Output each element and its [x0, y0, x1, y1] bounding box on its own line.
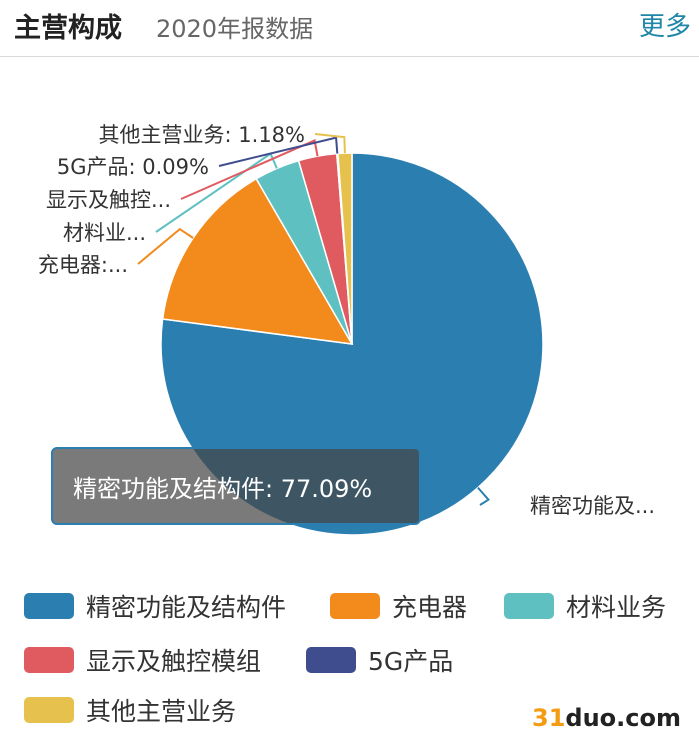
- leader-line-1: [137, 227, 194, 265]
- legend-item-5[interactable]: 其他主营业务: [24, 692, 236, 728]
- legend-label: 5G产品: [368, 647, 454, 676]
- legend-swatch: [330, 593, 380, 619]
- slice-label-1: 充电器:...: [38, 253, 128, 277]
- watermark-number: 31: [532, 704, 566, 732]
- slice-label-3: 显示及触控...: [46, 188, 171, 212]
- legend-swatch: [24, 593, 74, 619]
- legend-swatch: [24, 697, 74, 723]
- card-header: 主营构成 2020年报数据 更多: [0, 0, 699, 57]
- legend-swatch: [24, 647, 74, 673]
- pie-slice-5[interactable]: [337, 152, 353, 345]
- card-title: 主营构成: [14, 13, 122, 44]
- legend-swatch: [504, 593, 554, 619]
- more-link[interactable]: 更多: [638, 12, 691, 42]
- legend-label: 精密功能及结构件: [86, 593, 287, 622]
- legend-label: 材料业务: [566, 593, 667, 622]
- legend-label: 充电器: [392, 593, 468, 622]
- leader-line-0: [477, 486, 490, 506]
- legend-label: 显示及触控模组: [86, 647, 262, 676]
- legend-item-2[interactable]: 材料业务: [504, 588, 666, 624]
- slice-label-4: 5G产品: 0.09%: [57, 155, 209, 179]
- slice-label-0: 精密功能及...: [530, 494, 655, 518]
- legend-swatch: [306, 647, 356, 673]
- leader-line-5: [314, 133, 346, 154]
- tooltip-text: 精密功能及结构件: 77.09%: [73, 474, 373, 503]
- slice-label-2: 材料业...: [63, 221, 146, 245]
- legend-item-3[interactable]: 显示及触控模组: [24, 642, 261, 678]
- leader-line-3: [180, 138, 319, 200]
- pie-tooltip: 精密功能及结构件: 77.09%: [51, 447, 421, 525]
- legend-item-1[interactable]: 充电器: [330, 588, 467, 624]
- slice-label-5: 其他主营业务: 1.18%: [99, 123, 305, 147]
- leader-line-4: [218, 136, 339, 167]
- legend-item-4[interactable]: 5G产品: [306, 642, 453, 678]
- card-subtitle: 2020年报数据: [156, 15, 314, 43]
- legend-label: 其他主营业务: [86, 697, 237, 726]
- watermark-logo: 31duo.com: [532, 704, 681, 732]
- legend-item-0[interactable]: 精密功能及结构件: [24, 588, 286, 624]
- watermark-text: duo.com: [565, 704, 681, 732]
